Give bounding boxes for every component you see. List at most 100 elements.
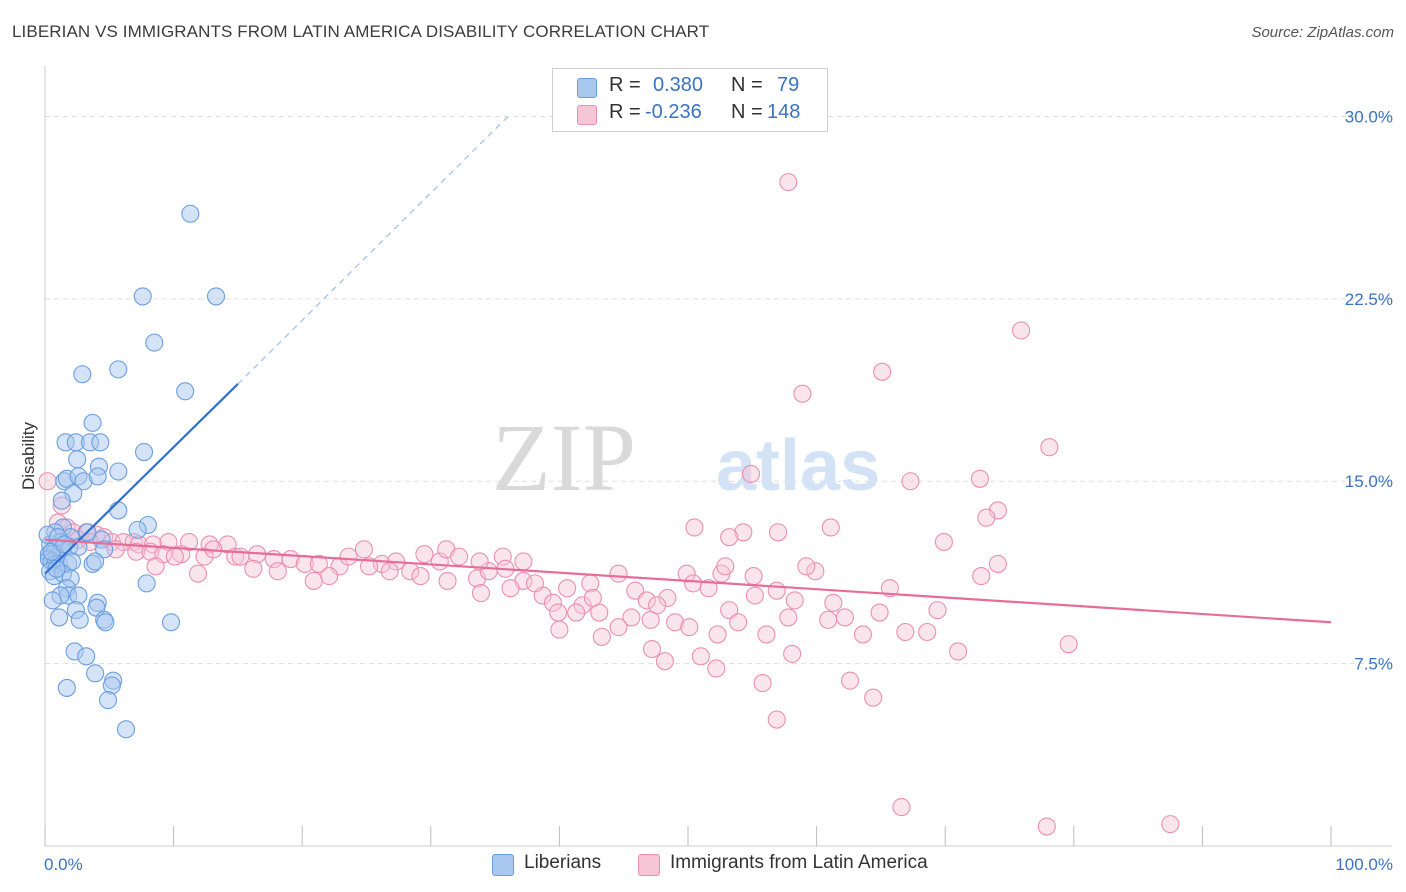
- latin-america-point: [583, 588, 602, 608]
- latin-america-point: [793, 384, 812, 403]
- latin-america-point: [244, 559, 263, 578]
- latin-america-point: [320, 567, 339, 586]
- stats-legend: R = 0.380 N = 79 R = -0.236 N = 148: [552, 68, 828, 132]
- latin-america-point: [934, 532, 953, 552]
- latin-america-point: [666, 613, 685, 632]
- latin-america-point: [901, 472, 920, 491]
- latin-america-point: [870, 603, 889, 622]
- latin-america-point: [658, 588, 677, 608]
- latin-america-point: [514, 552, 533, 571]
- latin-america-point: [438, 571, 457, 590]
- latin-america-point: [707, 659, 726, 678]
- latin-america-point: [450, 547, 469, 566]
- liberians-point: [181, 204, 200, 223]
- latin-america-point: [797, 557, 816, 576]
- trendlines: [44, 116, 1332, 624]
- latin-america-point: [949, 642, 968, 661]
- legend-r-label: R =: [609, 101, 641, 123]
- latin-america-point: [680, 618, 699, 637]
- liberians-point: [134, 443, 154, 462]
- latin-america-point: [880, 579, 899, 598]
- liberians-point: [128, 520, 147, 539]
- liberians-point: [86, 664, 105, 683]
- latin-america-point: [840, 671, 860, 690]
- latin-america-point: [988, 501, 1007, 520]
- latin-america-point: [768, 523, 788, 542]
- watermark-atlas: atlas: [716, 426, 880, 506]
- latin-america-point: [1037, 817, 1056, 836]
- watermark-zip: ZIP: [492, 404, 636, 511]
- latin-america-point: [146, 557, 165, 576]
- liberians-point: [109, 360, 128, 379]
- series-label-liberians: Liberians: [524, 852, 602, 873]
- latin-america-point: [626, 581, 645, 600]
- latin-america-point: [677, 564, 696, 583]
- series-legend: Liberians Immigrants from Latin America: [0, 852, 1406, 878]
- latin-america-point: [622, 608, 641, 627]
- y-tick-label: 7.5%: [1354, 655, 1393, 674]
- latin-america-point: [1161, 815, 1180, 834]
- latin-america-point: [558, 579, 577, 598]
- liberians-point: [52, 491, 71, 510]
- liberians-point: [43, 591, 62, 610]
- latin-america-point: [896, 622, 915, 642]
- latin-america-point: [1012, 321, 1031, 340]
- latin-america-point: [783, 644, 802, 663]
- legend-n-value: 79: [777, 74, 800, 96]
- latin-america-point: [824, 593, 843, 612]
- latin-america-point: [304, 571, 323, 590]
- y-tick-label: 30.0%: [1345, 107, 1393, 126]
- liberians-point: [161, 613, 181, 632]
- liberians-point: [86, 552, 105, 571]
- x-tick-label: 0.0%: [44, 855, 83, 874]
- latin-america-point: [195, 547, 214, 566]
- liberians-point: [70, 610, 89, 629]
- legend-r-value: -0.236: [645, 101, 702, 123]
- latin-america-point: [716, 557, 735, 576]
- latin-america-point: [470, 552, 489, 571]
- latin-america-point: [988, 554, 1007, 573]
- legend-n-label: N =: [731, 101, 763, 123]
- latin-america-point: [729, 613, 748, 632]
- latin-america-point: [550, 620, 569, 639]
- liberians-points: [38, 204, 226, 739]
- legend-swatch-liberians: [577, 78, 597, 98]
- latin-america-point: [549, 603, 568, 622]
- legend-r-label: R =: [609, 74, 641, 96]
- latin-america-point: [864, 688, 883, 707]
- y-tick-label: 22.5%: [1345, 290, 1393, 309]
- latin-america-trendline: [44, 538, 1332, 624]
- liberians-point: [47, 559, 66, 578]
- latin-america-point: [767, 710, 786, 729]
- latin-america-point: [339, 547, 358, 566]
- latin-america-point: [354, 540, 373, 559]
- latin-america-point: [753, 674, 772, 693]
- latin-america-point: [819, 610, 838, 629]
- latin-america-point: [38, 472, 57, 491]
- tick-labels: 7.5% 15.0% 22.5% 30.0% 0.0% 100.0%: [44, 107, 1393, 874]
- series-swatch-latin-america: [638, 854, 660, 876]
- latin-america-point: [642, 639, 662, 659]
- latin-america-point: [779, 608, 798, 627]
- latin-america-point: [231, 547, 250, 566]
- latin-america-point: [268, 562, 287, 581]
- latin-america-point: [734, 523, 753, 542]
- legend-r-value: 0.380: [653, 74, 704, 96]
- legend-n-label: N =: [731, 74, 763, 96]
- latin-america-point: [821, 518, 840, 537]
- latin-america-point: [525, 574, 545, 593]
- watermark: ZIP atlas: [492, 404, 880, 511]
- liberians-point: [133, 287, 152, 306]
- liberians-point: [206, 287, 226, 306]
- liberians-trendline-extension: [237, 116, 509, 385]
- latin-america-point: [918, 622, 937, 642]
- latin-america-point: [785, 591, 804, 610]
- liberians-point: [83, 413, 102, 432]
- latin-america-point: [1040, 438, 1059, 457]
- latin-america-point: [573, 596, 592, 615]
- latin-america-point: [970, 469, 989, 488]
- y-tick-label: 15.0%: [1345, 472, 1393, 491]
- latin-america-point: [757, 625, 776, 644]
- latin-america-point: [685, 518, 704, 537]
